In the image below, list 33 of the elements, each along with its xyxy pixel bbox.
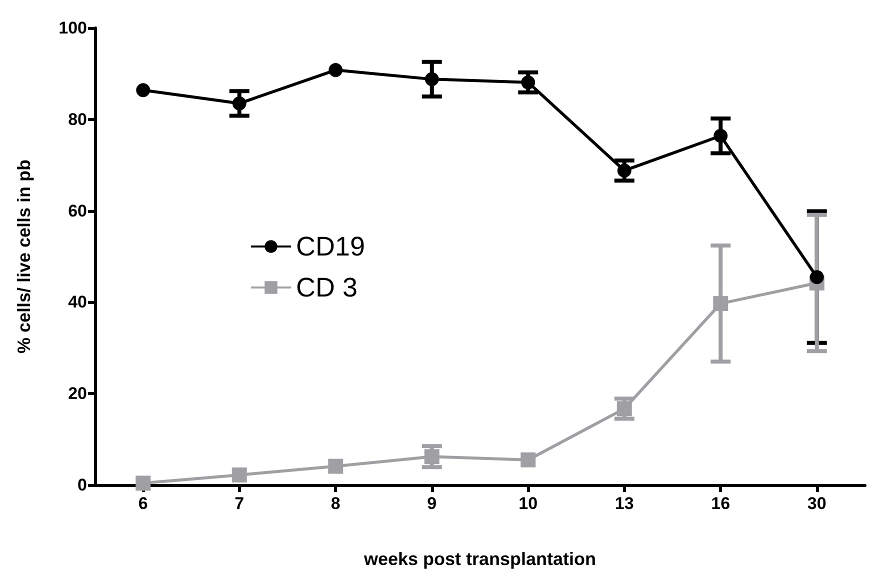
x-tick-label: 30 bbox=[807, 494, 826, 513]
point bbox=[424, 72, 439, 86]
y-tick-label: 60 bbox=[68, 201, 87, 220]
x-axis-title: weeks post transplantation bbox=[362, 549, 596, 569]
point bbox=[520, 452, 536, 468]
point bbox=[136, 476, 151, 491]
point bbox=[424, 449, 440, 464]
y-tick-label: 20 bbox=[68, 384, 87, 404]
point bbox=[521, 75, 536, 90]
x-tick-label: 10 bbox=[518, 494, 538, 513]
x-tick-label: 6 bbox=[138, 494, 148, 513]
point bbox=[232, 96, 246, 110]
y-axis-title: % cells/ live cells in pb bbox=[14, 159, 34, 354]
x-tick-label: 16 bbox=[711, 494, 730, 513]
y-tick-label: 40 bbox=[68, 292, 87, 312]
y-tick-label: 100 bbox=[58, 18, 87, 38]
point bbox=[617, 164, 632, 178]
point bbox=[810, 270, 824, 284]
point bbox=[714, 128, 728, 143]
x-tick-label: 9 bbox=[427, 494, 437, 513]
x-tick-label: 13 bbox=[614, 494, 634, 513]
x-tick-label: 7 bbox=[234, 494, 244, 513]
point bbox=[232, 467, 247, 482]
legend-label: CD 3 bbox=[296, 272, 358, 302]
y-tick-label: 80 bbox=[68, 110, 87, 129]
point bbox=[713, 296, 728, 312]
y-tick-label: 0 bbox=[78, 476, 87, 494]
point bbox=[136, 83, 150, 98]
point bbox=[616, 401, 632, 416]
point bbox=[328, 63, 343, 78]
legend-label: CD19 bbox=[296, 232, 366, 262]
point bbox=[328, 458, 344, 474]
x-tick-label: 8 bbox=[330, 494, 340, 513]
